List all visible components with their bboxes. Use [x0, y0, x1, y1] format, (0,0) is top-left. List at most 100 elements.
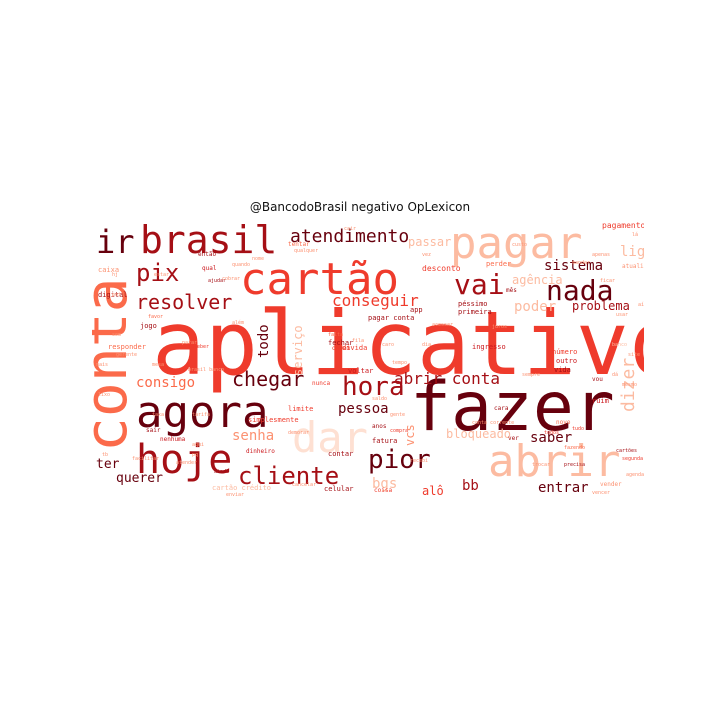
- word-cloud-word: outro: [556, 357, 577, 365]
- word-cloud-word: tb: [102, 452, 108, 458]
- word-cloud-word: estar: [154, 272, 169, 278]
- word-cloud-word: quando: [232, 262, 250, 268]
- word-cloud-word: querer: [116, 471, 163, 486]
- word-cloud-word: ainda: [214, 469, 229, 475]
- word-cloud-word: tudo: [572, 426, 584, 432]
- word-cloud-word: cancelar: [292, 482, 316, 488]
- word-cloud-word: problema: [572, 299, 630, 313]
- word-cloud-word: facilitar: [132, 456, 159, 462]
- word-cloud-word: sempre: [522, 372, 540, 378]
- word-cloud-word: brasil: [140, 218, 277, 262]
- word-cloud-word: mandar: [572, 260, 590, 266]
- word-cloud-word: hora: [342, 372, 405, 402]
- word-cloud-word: nenhuma: [160, 436, 186, 443]
- word-cloud-word: fila: [352, 338, 364, 344]
- word-cloud-word: pix: [136, 259, 179, 287]
- word-cloud-word: aí: [638, 301, 644, 308]
- word-cloud-word: demorar: [288, 430, 309, 436]
- word-cloud-word: cartão crédito: [212, 484, 271, 492]
- word-cloud-word: pior: [368, 445, 431, 475]
- word-cloud-word: fatura: [372, 437, 397, 445]
- word-cloud-word: pagar conta: [368, 314, 414, 322]
- word-cloud-word: vou: [592, 376, 603, 383]
- word-cloud-word: limite: [288, 405, 313, 413]
- word-cloud-word: ver: [508, 435, 519, 442]
- word-cloud-word: ingresso: [472, 343, 506, 351]
- word-cloud-word: usar: [616, 312, 628, 318]
- word-cloud-word: bloqueado: [446, 427, 511, 441]
- word-cloud-word: mesmo: [622, 382, 637, 388]
- word-cloud-word: dia: [422, 342, 431, 348]
- word-cloud-word: entrar: [538, 480, 589, 496]
- word-cloud-word: dá: [612, 371, 618, 378]
- word-cloud-word: custo: [512, 242, 527, 248]
- word-cloud-word: hj: [112, 272, 118, 278]
- word-cloud-word: novo: [556, 419, 571, 426]
- word-cloud-word: dinheiro: [246, 448, 275, 455]
- word-cloud-word: recebi: [410, 458, 428, 464]
- word-cloud-word: gerente: [116, 352, 137, 358]
- word-cloud-word: chegar: [232, 367, 304, 391]
- word-cloud-word: vai: [454, 268, 505, 301]
- word-cloud-word: bgs: [372, 476, 397, 492]
- word-cloud-word: jogo: [140, 322, 157, 330]
- word-cloud-word: fazer: [410, 368, 615, 447]
- word-cloud-word: ficar: [600, 278, 615, 284]
- word-cloud-word: caixa: [98, 266, 119, 274]
- word-cloud-word: acessar: [432, 322, 453, 328]
- word-cloud-word: sistema: [544, 258, 603, 274]
- word-cloud-word: vez: [422, 252, 431, 258]
- word-cloud-word: saldo: [372, 396, 387, 402]
- word-cloud-word: número: [552, 348, 577, 356]
- word-cloud-word: péssimo: [458, 300, 488, 308]
- word-cloud-word: nome: [252, 256, 264, 262]
- word-cloud-word: ruim: [592, 397, 609, 405]
- word-cloud-word: dívida: [342, 344, 367, 352]
- word-cloud-word: resolver: [136, 290, 232, 314]
- word-cloud-word: alô: [422, 484, 444, 496]
- word-cloud-word: celular: [324, 485, 354, 493]
- word-cloud-word: desconto: [422, 264, 461, 273]
- word-cloud-word: digital: [98, 291, 128, 299]
- word-cloud-word: receber: [188, 344, 209, 350]
- word-cloud-word: tempo: [392, 360, 407, 366]
- word-cloud-word: apenas: [592, 252, 610, 258]
- word-cloud-word: agora: [136, 387, 268, 438]
- word-cloud-word: senha: [232, 428, 274, 444]
- word-cloud-word: cliente: [238, 462, 339, 490]
- word-cloud-word: ajudar: [208, 278, 226, 284]
- word-cloud-word: taxa: [152, 412, 164, 418]
- word-cloud-word: todo: [256, 324, 272, 358]
- word-cloud-word: mês: [506, 287, 517, 294]
- word-cloud-word: mais: [96, 362, 108, 368]
- word-cloud-word: saber: [530, 430, 572, 446]
- word-cloud-word: ontem: [332, 345, 350, 352]
- word-cloud-word: precisa: [564, 462, 585, 468]
- word-cloud-word: vender: [600, 481, 622, 488]
- word-cloud-word: consigo: [136, 375, 195, 391]
- word-cloud-word: atender: [176, 460, 197, 466]
- word-cloud-word: lá: [632, 231, 638, 238]
- word-cloud-word: qualquer: [294, 248, 318, 254]
- word-cloud-word: abrir: [488, 436, 620, 487]
- word-cloud-word: vcs: [403, 424, 417, 446]
- word-cloud-word: responder: [108, 343, 146, 351]
- word-cloud-word: atendimento: [290, 226, 409, 247]
- word-cloud-word: agência: [512, 273, 563, 287]
- word-cloud-word: mesa: [152, 362, 164, 368]
- word-cloud-word: agenda: [626, 472, 644, 478]
- word-cloud-word: anos: [372, 423, 387, 430]
- word-cloud-word: voltar: [348, 367, 373, 375]
- word-cloud-word: nunca: [312, 380, 330, 387]
- word-cloud-word: simplesmente: [248, 416, 299, 424]
- word-cloud-word: todos: [544, 430, 559, 436]
- word-cloud-word: cobrar: [222, 276, 240, 282]
- word-cloud-word: qual: [202, 265, 217, 272]
- word-cloud-word: conta: [92, 277, 140, 452]
- word-cloud-word: compra: [390, 428, 408, 434]
- word-cloud-word: hoje: [136, 437, 232, 483]
- word-cloud-word: ligar: [620, 244, 644, 260]
- word-cloud-word: tentar: [288, 241, 310, 248]
